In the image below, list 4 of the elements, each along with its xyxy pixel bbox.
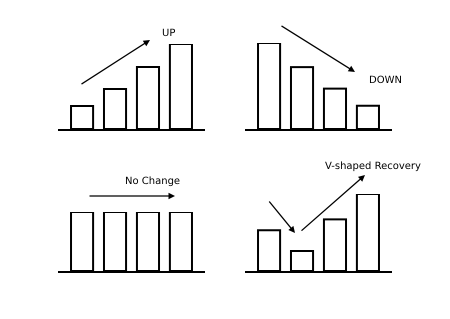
annotation: DOWN [369, 75, 402, 86]
text: No Change [125, 176, 180, 187]
text: UP [162, 28, 176, 39]
text: V-shaped Recovery [325, 161, 422, 172]
